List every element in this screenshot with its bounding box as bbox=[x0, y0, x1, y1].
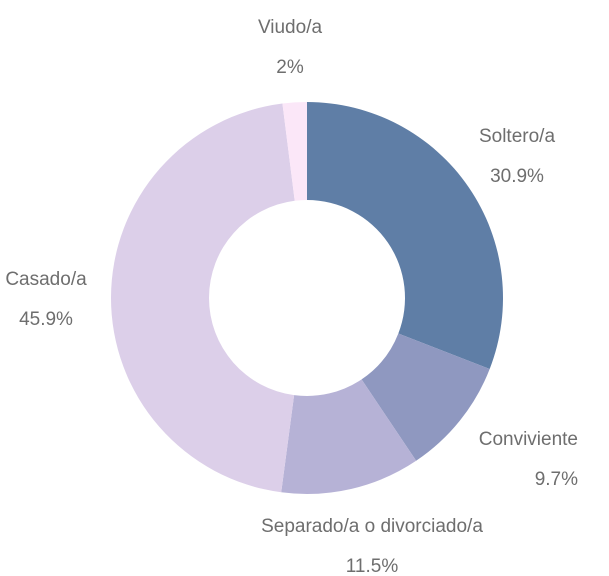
donut-slice bbox=[282, 102, 307, 201]
slice-label: Viudo/a bbox=[258, 17, 323, 38]
donut-slice bbox=[361, 333, 490, 461]
slice-value-label: 2% bbox=[276, 57, 304, 78]
donut-slice bbox=[307, 102, 503, 370]
slice-value-label: 11.5% bbox=[346, 556, 399, 576]
slice-value-label: 9.7% bbox=[535, 469, 578, 490]
slice-label: Separado/a o divorciado/a bbox=[261, 516, 483, 537]
slice-value-label: 45.9% bbox=[19, 309, 73, 330]
slice-label: Conviviente bbox=[479, 429, 578, 450]
donut-slice bbox=[281, 379, 417, 494]
slice-label: Soltero/a bbox=[479, 126, 555, 147]
slice-value-label: 30.9% bbox=[490, 166, 544, 187]
donut-slice bbox=[111, 103, 295, 493]
slice-label: Casado/a bbox=[5, 269, 87, 290]
